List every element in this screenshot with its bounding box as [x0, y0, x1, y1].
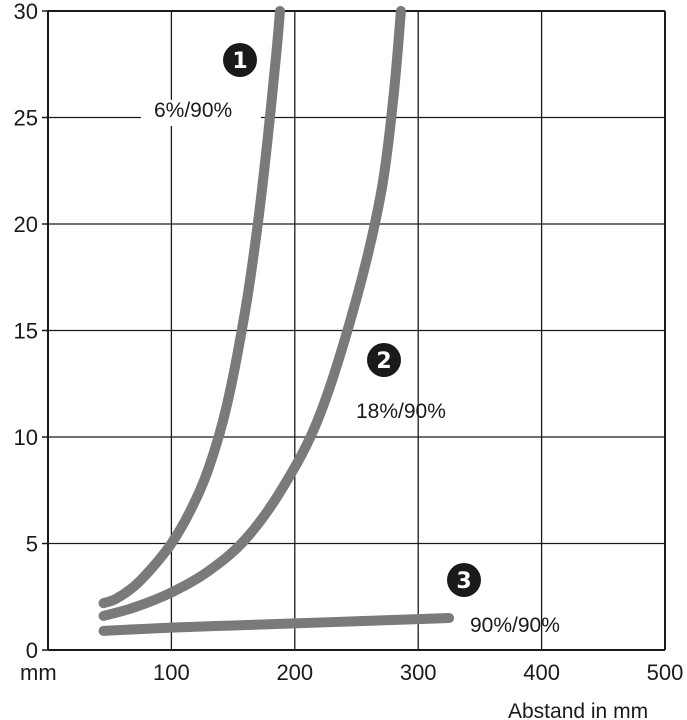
y-tick-label: 5 — [26, 532, 38, 557]
series-marker-number: 3 — [456, 569, 471, 594]
series-marker-number: 1 — [232, 49, 247, 74]
tick-labels: 0 5 10 15 20 25 30 100 200 300 400 500 — [14, 0, 684, 685]
y-tick-label: 10 — [14, 425, 38, 450]
x-tick-label: 100 — [153, 660, 190, 685]
grid — [42, 10, 666, 651]
series-marker-circle — [223, 43, 257, 77]
series-marker-circle — [447, 563, 481, 597]
y-tick-label: 0 — [26, 638, 38, 663]
series-line-1 — [98, 6, 285, 609]
series-label: 6%/90% — [154, 99, 232, 122]
x-tick-label: 500 — [647, 660, 684, 685]
series-marker-circle — [367, 343, 401, 377]
curves — [98, 6, 455, 636]
series-label: 18%/90% — [356, 400, 446, 423]
series-labels: 1 6%/90% 2 18%/90% 3 90%/90% — [141, 43, 560, 637]
y-tick-label: 30 — [14, 0, 38, 24]
series-label: 90%/90% — [470, 614, 560, 637]
label-background — [141, 100, 261, 126]
y-axis-label: mm — [20, 660, 57, 685]
series-line-3 — [98, 613, 455, 636]
x-tick-label: 200 — [276, 660, 313, 685]
series-line-2 — [98, 6, 406, 621]
y-tick-label: 15 — [14, 319, 38, 344]
y-tick-label: 25 — [14, 106, 38, 131]
x-tick-label: 400 — [523, 660, 560, 685]
series-marker-number: 2 — [376, 349, 391, 374]
x-tick-label: 300 — [400, 660, 437, 685]
y-tick-label: 20 — [14, 212, 38, 237]
x-axis-label: Abstand in mm — [508, 700, 648, 720]
